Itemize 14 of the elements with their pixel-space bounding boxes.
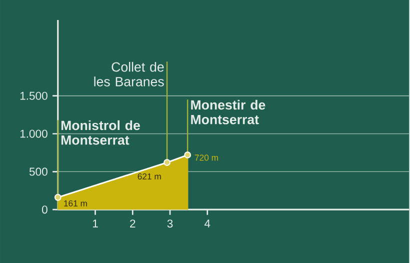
x-tick-label: 4 (204, 219, 210, 228)
ref-line-label: Monestir de Montserrat (191, 100, 266, 124)
y-tick-label: 1.000 (20, 130, 48, 138)
y-tick-label: 500 (29, 167, 48, 176)
ref-line-label: Collet de les Baranes (94, 62, 164, 86)
x-tick-label: 3 (167, 219, 173, 228)
data-label: 720 m (194, 154, 218, 160)
data-label: 621 m (138, 173, 161, 180)
y-tick-label: 0 (42, 205, 48, 214)
x-tick-label: 2 (130, 219, 136, 228)
y-tick-label: 1.500 (20, 92, 48, 100)
data-label: 161 m (64, 200, 87, 206)
x-tick-label: 1 (92, 219, 98, 228)
ref-line-label: Monistrol de Montserrat (61, 120, 140, 145)
